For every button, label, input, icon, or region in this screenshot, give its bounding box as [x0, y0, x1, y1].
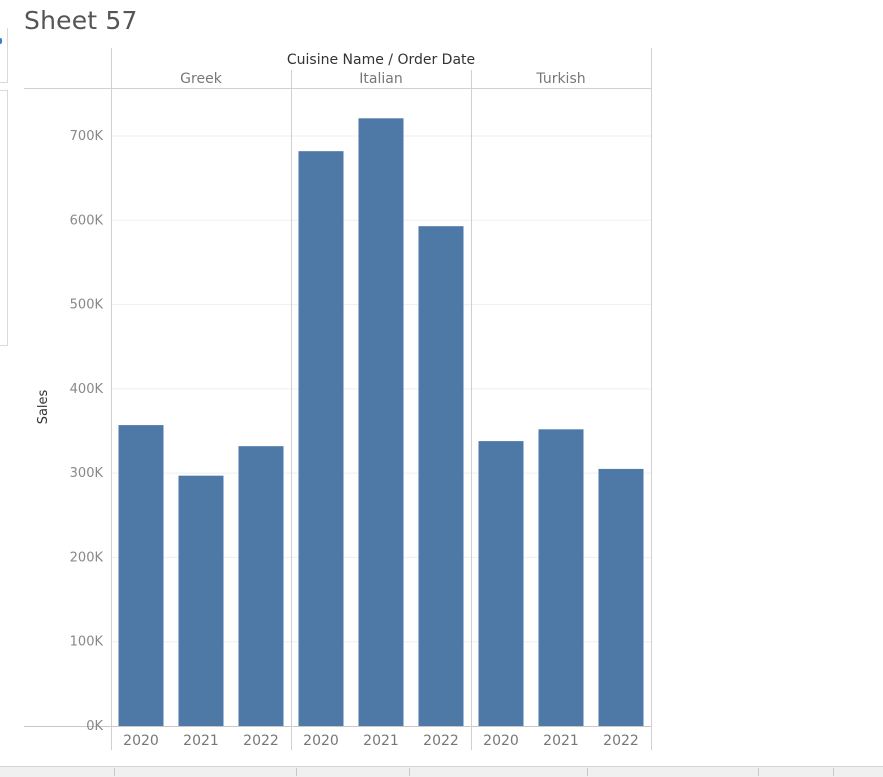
y-tick-label: 100K	[70, 635, 104, 650]
bottom-tab-separator	[833, 768, 834, 776]
group-label-turkish: Turkish	[535, 71, 585, 87]
left-panel-strip	[0, 0, 8, 776]
bottom-tab-separator	[114, 768, 115, 776]
x-tick-label: 2020	[123, 733, 159, 749]
left-panel-bottom-card	[0, 90, 8, 346]
bar-greek-2021	[178, 475, 224, 726]
bar-greek-2020	[118, 425, 164, 726]
x-tick-label: 2020	[483, 733, 519, 749]
y-tick-label: 300K	[70, 466, 104, 481]
bottom-tab-bar	[0, 766, 883, 777]
y-tick-label: 0K	[86, 719, 103, 734]
bar-italian-2022	[418, 226, 464, 726]
x-tick-label: 2020	[303, 733, 339, 749]
y-axis-title: Sales	[36, 389, 51, 424]
group-label-italian: Italian	[359, 71, 402, 87]
bar-italian-2020	[298, 151, 344, 726]
sheet-title: Sheet 57	[24, 6, 138, 35]
x-tick-label: 2021	[183, 733, 219, 749]
y-tick-label: 400K	[70, 382, 104, 397]
x-tick-label: 2021	[363, 733, 399, 749]
left-panel-top-card	[0, 28, 8, 83]
bar-greek-2022	[238, 446, 284, 726]
bottom-tab-separator	[296, 768, 297, 776]
x-tick-label: 2021	[543, 733, 579, 749]
column-header-label: Cuisine Name / Order Date	[287, 52, 475, 68]
y-tick-label: 700K	[70, 129, 104, 144]
y-tick-label: 600K	[70, 213, 104, 228]
group-label-greek: Greek	[180, 71, 223, 87]
x-tick-label: 2022	[423, 733, 459, 749]
y-tick-label: 200K	[70, 550, 104, 565]
bottom-tab-separator	[587, 768, 588, 776]
y-tick-label: 500K	[70, 298, 104, 313]
bar-turkish-2021	[538, 429, 584, 726]
bottom-tab-separator	[409, 768, 410, 776]
bar-italian-2021	[358, 118, 404, 727]
x-tick-label: 2022	[603, 733, 639, 749]
x-tick-label: 2022	[243, 733, 279, 749]
bottom-tab-separator	[758, 768, 759, 776]
bar-turkish-2020	[478, 441, 524, 726]
bar-turkish-2022	[598, 468, 644, 726]
left-panel-indicator	[0, 38, 2, 44]
